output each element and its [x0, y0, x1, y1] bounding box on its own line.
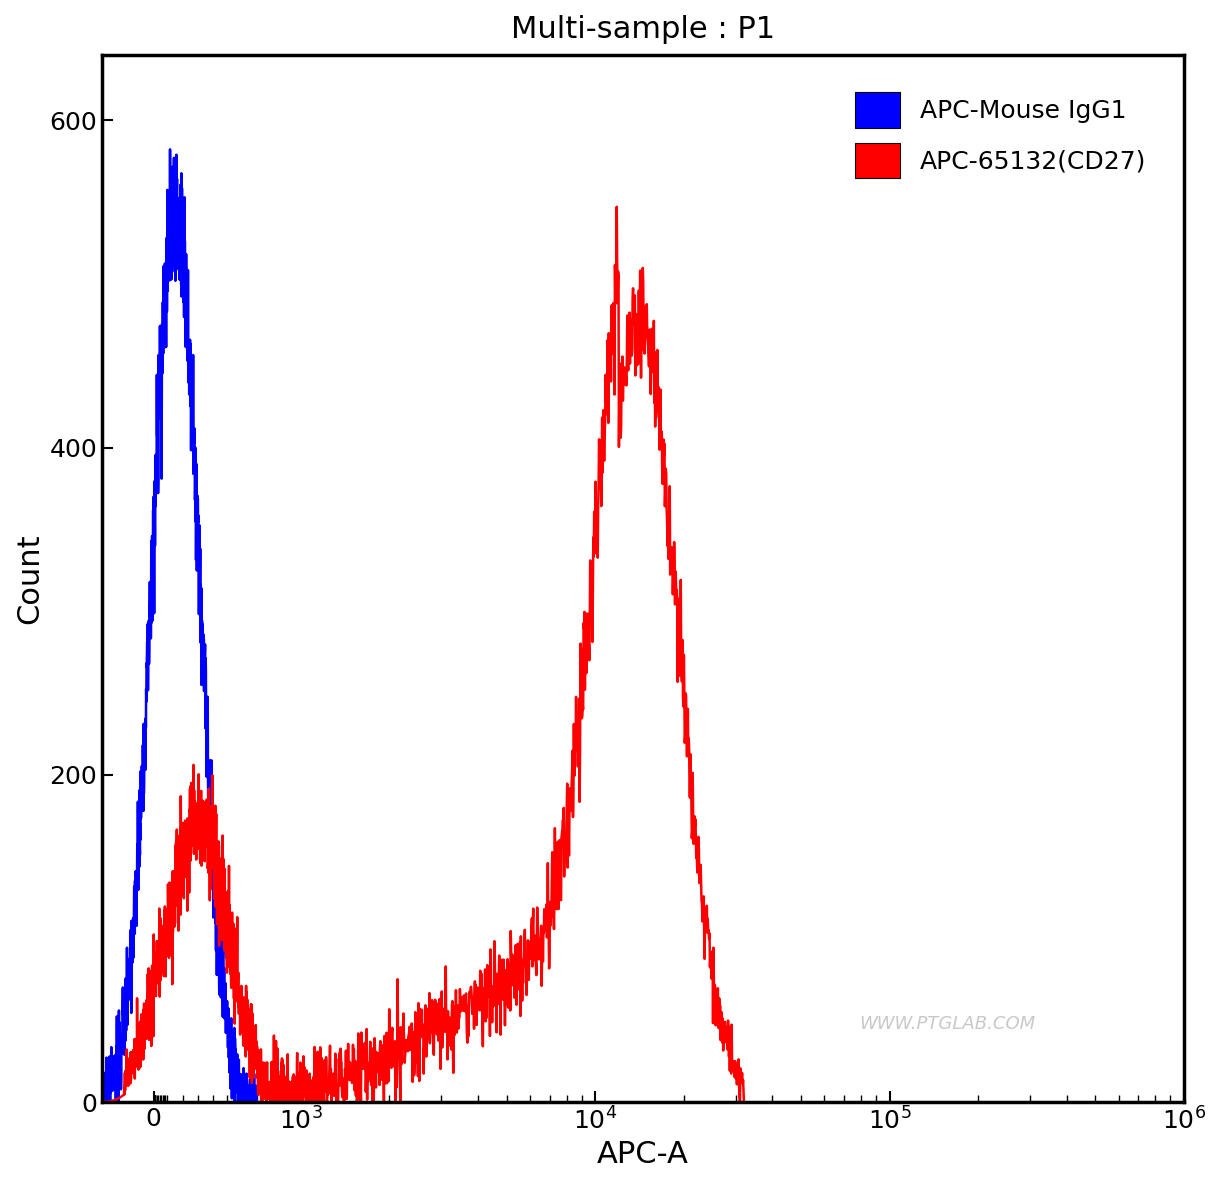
Title: Multi-sample : P1: Multi-sample : P1 — [512, 15, 775, 44]
Legend: APC-Mouse IgG1, APC-65132(CD27): APC-Mouse IgG1, APC-65132(CD27) — [830, 67, 1171, 202]
Y-axis label: Count: Count — [15, 533, 44, 624]
Text: WWW.PTGLAB.COM: WWW.PTGLAB.COM — [860, 1015, 1035, 1034]
X-axis label: APC-A: APC-A — [597, 1140, 689, 1169]
